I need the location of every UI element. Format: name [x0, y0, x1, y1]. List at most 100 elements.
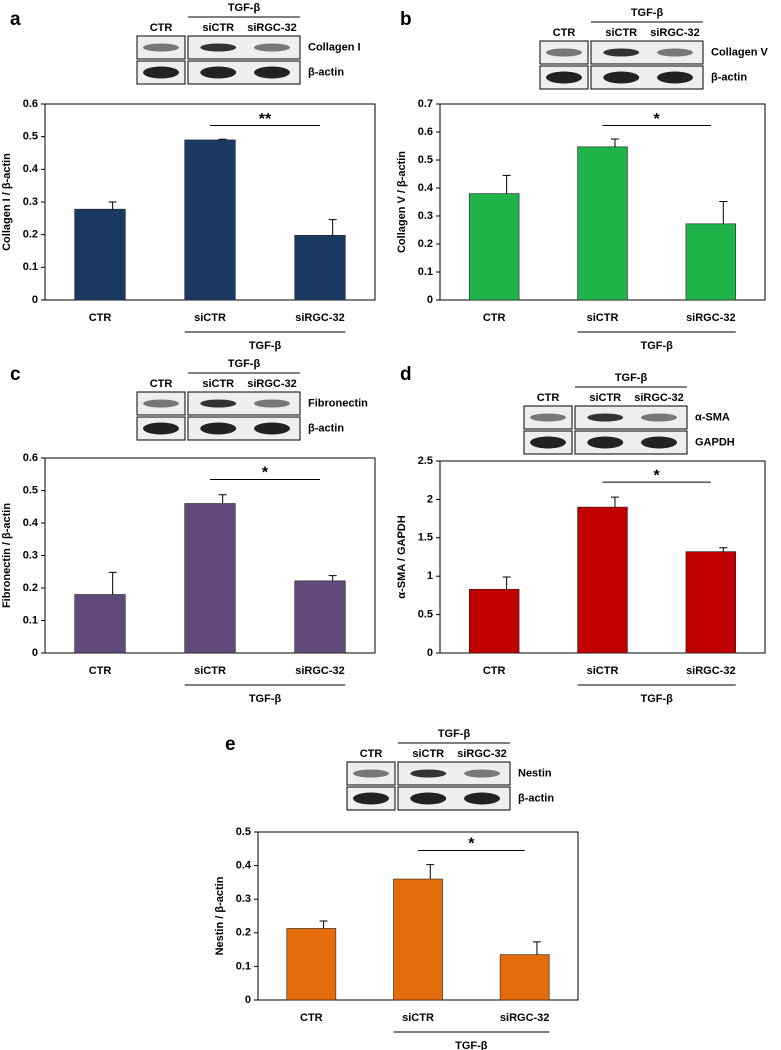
blot-band: [353, 792, 389, 805]
bar: [577, 506, 628, 654]
y-tick-label: 0: [427, 294, 433, 306]
significance-label: *: [654, 111, 661, 128]
blot-group-label: TGF-β: [228, 358, 261, 370]
blot-image: [590, 40, 704, 65]
blot-band: [641, 436, 677, 449]
error-bar: [218, 494, 227, 504]
error-bar: [610, 496, 619, 508]
y-tick-label: 0.5: [418, 609, 433, 621]
blot-image: [574, 405, 688, 430]
y-tick-label: 0.2: [418, 238, 433, 250]
error-bar: [502, 576, 511, 590]
blot-lane-label: siCTR: [202, 378, 234, 390]
blot-band: [410, 792, 447, 805]
x-tick-label: siRGC-32: [295, 312, 345, 324]
blot-band: [546, 48, 582, 57]
error-bar: [108, 201, 117, 210]
bar: [294, 580, 346, 654]
error-bar: [532, 941, 541, 955]
y-tick-label: 2.5: [418, 455, 433, 467]
y-axis-label: Fibronectin / β-actin: [1, 503, 13, 608]
x-tick-label: siCTR: [194, 665, 226, 677]
blot-band: [603, 71, 640, 84]
blot-protein-label: GAPDH: [695, 436, 735, 448]
blot-lane-label: CTR: [150, 22, 173, 34]
y-tick-label: 0.4: [23, 517, 39, 529]
y-tick-label: 0.6: [418, 126, 433, 138]
bar: [294, 235, 346, 301]
x-tick-label: siRGC-32: [686, 312, 736, 324]
blot-lane-label: siCTR: [202, 22, 234, 34]
error-bar: [719, 200, 728, 224]
bar: [184, 139, 236, 301]
blot-group-label: TGF-β: [631, 7, 664, 19]
blot-band: [603, 48, 640, 57]
error-bar: [319, 920, 328, 929]
y-tick-label: 0.6: [23, 98, 38, 110]
blot-lane-label: CTR: [150, 378, 173, 390]
group-label: TGF-β: [249, 340, 282, 352]
error-bar: [108, 571, 117, 595]
blot-image: [397, 761, 511, 786]
blot-band: [464, 769, 500, 778]
group-label: TGF-β: [640, 340, 673, 352]
bar: [468, 588, 520, 654]
x-tick-label: siCTR: [402, 1012, 434, 1024]
y-tick-label: 0: [32, 647, 38, 659]
y-axis-label: Collagen V / β-actin: [396, 151, 408, 253]
blot-band: [530, 413, 566, 422]
y-tick-label: 0.2: [23, 229, 38, 241]
error-bar: [426, 864, 435, 880]
blot-band: [143, 422, 179, 435]
blot-lane-label: siRGC-32: [634, 392, 684, 404]
blot-protein-label: Fibronectin: [308, 397, 368, 409]
blot-lane-label: CTR: [360, 748, 383, 760]
error-bar: [328, 219, 337, 236]
y-tick-label: 0.6: [23, 452, 38, 464]
blot-band: [143, 43, 179, 52]
bar: [685, 223, 737, 301]
bar: [184, 503, 236, 654]
blot-protein-label: α-SMA: [695, 411, 730, 423]
y-axis-label: Collagen I / β-actin: [1, 153, 13, 251]
blot-image: [187, 391, 301, 416]
y-tick-label: 0.1: [236, 960, 251, 972]
blot-protein-label: β-actin: [308, 422, 344, 434]
blot-band: [641, 413, 677, 422]
significance-label: *: [654, 467, 661, 484]
blot-band: [254, 399, 290, 408]
blot-band: [200, 422, 237, 435]
y-tick-label: 0.4: [23, 163, 39, 175]
blot-protein-label: Collagen V: [711, 46, 769, 58]
y-tick-label: 0.3: [236, 893, 251, 905]
y-tick-label: 0.7: [418, 98, 433, 110]
y-tick-label: 0.3: [23, 549, 38, 561]
panel-letter: e: [225, 734, 236, 755]
significance-label: **: [259, 111, 272, 128]
error-bar: [610, 138, 619, 147]
blot-lane-label: siCTR: [605, 27, 637, 39]
blot-protein-label: Nestin: [518, 767, 552, 779]
blot-band: [464, 792, 500, 805]
y-tick-label: 1.5: [418, 532, 433, 544]
bar: [577, 146, 628, 301]
bar: [499, 954, 550, 1001]
y-tick-label: 0.1: [418, 266, 433, 278]
group-label: TGF-β: [249, 693, 282, 705]
blot-group-label: TGF-β: [615, 372, 648, 384]
blot-lane-label: siRGC-32: [650, 27, 700, 39]
error-bar: [502, 174, 511, 194]
y-tick-label: 2: [427, 493, 433, 505]
y-tick-label: 0.5: [236, 826, 251, 838]
y-tick-label: 0.2: [23, 582, 38, 594]
x-tick-label: CTR: [89, 665, 112, 677]
panel-letter: d: [400, 364, 412, 385]
y-tick-label: 0.4: [236, 860, 252, 872]
y-tick-label: 0.5: [23, 484, 38, 496]
blot-band: [587, 413, 624, 422]
x-tick-label: siCTR: [587, 312, 619, 324]
blot-band: [254, 422, 290, 435]
blot-lane-label: CTR: [537, 392, 560, 404]
blot-lane-label: siRGC-32: [247, 22, 297, 34]
